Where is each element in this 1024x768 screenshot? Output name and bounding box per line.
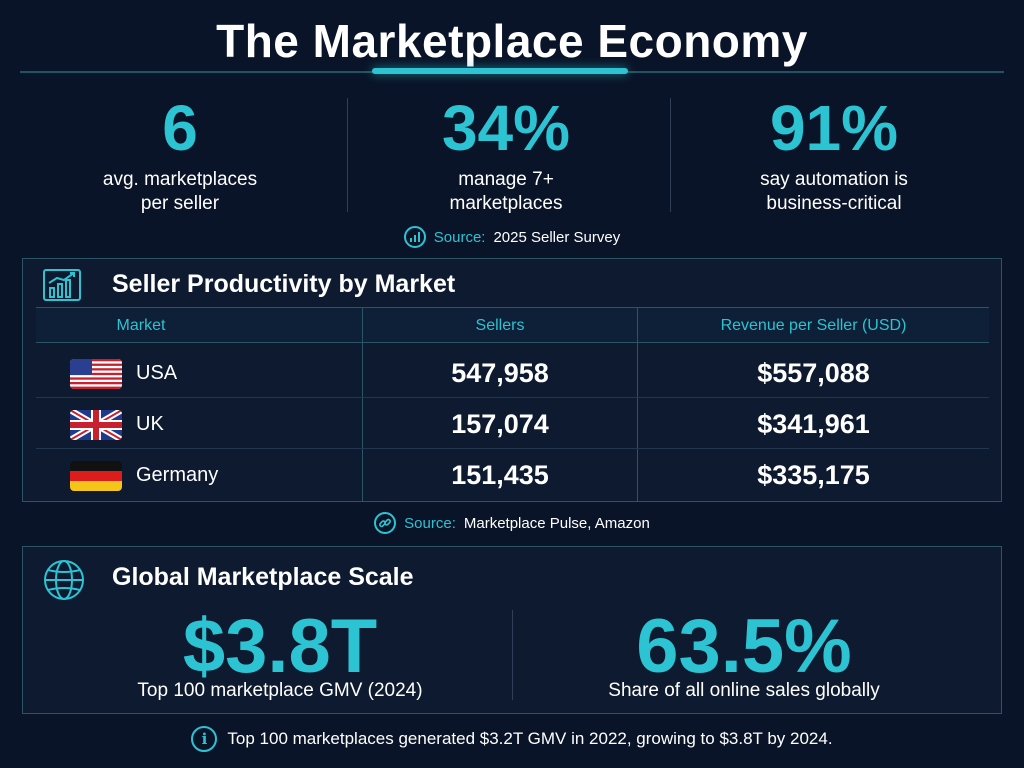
germany-flag-icon	[70, 461, 122, 491]
table-row: USA 547,958 $557,088	[36, 348, 989, 398]
global-divider	[512, 610, 513, 700]
stat-label-line1: avg. marketplaces	[102, 169, 258, 190]
pulse-source: Source: Marketplace Pulse, Amazon	[0, 512, 1024, 534]
stat-marketplaces-per-seller: 6 avg. marketplaces per seller	[30, 92, 330, 216]
source-text: 2025 Seller Survey	[493, 228, 621, 246]
globe-icon	[42, 558, 86, 607]
source-label: Source:	[433, 228, 486, 246]
stat-divider	[347, 98, 348, 212]
stat-value: 91%	[769, 92, 899, 164]
country-name: UK	[136, 413, 164, 435]
survey-source: Source: 2025 Seller Survey	[0, 226, 1024, 248]
country-name: Germany	[136, 464, 219, 486]
revenue-value: $557,088	[757, 358, 870, 388]
online-share-label: Share of all online sales globally	[608, 680, 880, 701]
sellers-value: 157,074	[451, 409, 549, 439]
stats-row: 6 avg. marketplaces per seller 34% manag…	[0, 92, 1024, 222]
column-header-market: Market	[116, 317, 166, 334]
column-header-revenue: Revenue per Seller (USD)	[720, 317, 907, 334]
page-title: The Marketplace Economy	[216, 15, 808, 67]
online-share-value: 63.5%	[636, 604, 852, 689]
stat-label-line2: business-critical	[766, 193, 902, 214]
table-row: UK 157,074 $341,961	[36, 399, 989, 449]
gmv-value: $3.8T	[182, 604, 378, 689]
revenue-value: $335,175	[757, 460, 870, 490]
stat-label-line2: per seller	[140, 193, 220, 214]
source-label: Source:	[404, 514, 456, 532]
column-divider	[362, 307, 363, 502]
stat-label-line1: say automation is	[760, 169, 908, 190]
stat-value: 6	[162, 92, 198, 164]
table-row: Germany 151,435 $335,175	[36, 450, 989, 500]
bar-chart-icon	[403, 226, 426, 248]
footer-text: Top 100 marketplaces generated $3.2T GMV…	[227, 729, 833, 748]
stat-value: 34%	[441, 92, 571, 164]
uk-flag-icon	[70, 410, 122, 440]
productivity-title: Seller Productivity by Market	[112, 270, 456, 298]
sellers-value: 547,958	[451, 358, 549, 388]
stat-divider	[670, 98, 671, 212]
revenue-value: $341,961	[757, 409, 870, 439]
table-header: Market Sellers Revenue per Seller (USD)	[36, 307, 989, 343]
stat-automation-critical: 91% say automation is business-critical	[684, 92, 984, 216]
info-icon: i	[191, 726, 218, 752]
title-accent-bar	[372, 68, 628, 74]
gmv-label: Top 100 marketplace GMV (2024)	[137, 680, 423, 701]
sellers-value: 151,435	[451, 460, 549, 490]
global-title: Global Marketplace Scale	[112, 563, 414, 591]
stat-label-line1: manage 7+	[458, 169, 554, 190]
column-divider	[637, 307, 638, 502]
stat-manage-seven-plus: 34% manage 7+ marketplaces	[356, 92, 656, 216]
footer-note: i Top 100 marketplaces generated $3.2T G…	[0, 726, 1024, 752]
stat-label-line2: marketplaces	[449, 193, 563, 214]
us-flag-icon	[70, 359, 122, 389]
source-text: Marketplace Pulse, Amazon	[463, 514, 650, 532]
growth-chart-icon	[42, 268, 82, 307]
country-name: USA	[136, 362, 178, 384]
productivity-panel	[22, 258, 1002, 502]
link-icon	[374, 512, 397, 534]
column-header-sellers: Sellers	[475, 317, 525, 334]
